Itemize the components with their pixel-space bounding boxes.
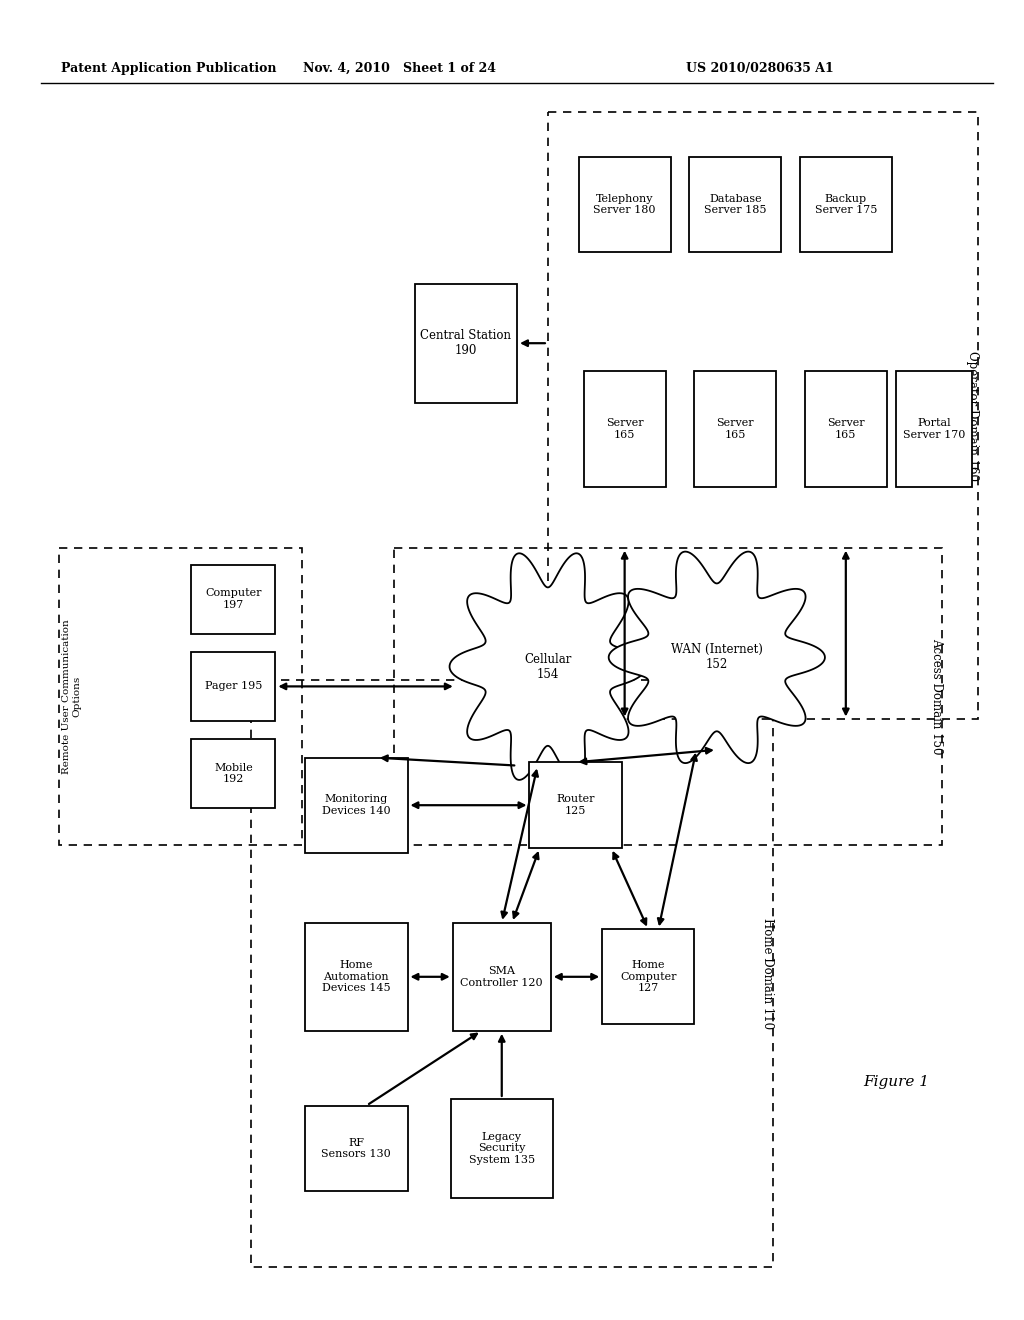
Text: Pager 195: Pager 195 [205, 681, 262, 692]
Bar [451, 1098, 553, 1199]
Text: Router
125: Router 125 [556, 795, 595, 816]
Bar [191, 565, 275, 634]
Text: Telephony
Server 180: Telephony Server 180 [593, 194, 656, 215]
Bar [602, 929, 694, 1024]
Text: Nov. 4, 2010   Sheet 1 of 24: Nov. 4, 2010 Sheet 1 of 24 [303, 62, 496, 75]
Text: SMA
Controller 120: SMA Controller 120 [461, 966, 543, 987]
Text: Legacy
Security
System 135: Legacy Security System 135 [469, 1131, 535, 1166]
Text: Backup
Server 175: Backup Server 175 [815, 194, 877, 215]
Text: Central Station
190: Central Station 190 [421, 329, 511, 358]
Bar [305, 758, 408, 853]
Bar [800, 157, 892, 252]
Text: Remote User Communication
Options: Remote User Communication Options [62, 619, 81, 774]
Bar [694, 371, 776, 487]
Bar [305, 1106, 408, 1192]
Bar [579, 157, 671, 252]
Bar [548, 112, 978, 719]
Text: Database
Server 185: Database Server 185 [703, 194, 767, 215]
Text: WAN (Internet)
152: WAN (Internet) 152 [671, 643, 763, 672]
Bar [689, 157, 781, 252]
Text: Server
165: Server 165 [606, 418, 643, 440]
Bar [584, 371, 666, 487]
Bar [191, 739, 275, 808]
Text: Monitoring
Devices 140: Monitoring Devices 140 [322, 795, 391, 816]
Polygon shape [450, 553, 646, 780]
Text: Server
165: Server 165 [717, 418, 754, 440]
Text: Figure 1: Figure 1 [863, 1076, 929, 1089]
Text: Portal
Server 170: Portal Server 170 [903, 418, 965, 440]
Text: Operator Domain 160: Operator Domain 160 [967, 351, 979, 480]
Text: Patent Application Publication: Patent Application Publication [61, 62, 276, 75]
Text: US 2010/0280635 A1: US 2010/0280635 A1 [686, 62, 834, 75]
Text: Mobile
192: Mobile 192 [214, 763, 253, 784]
Bar [415, 284, 517, 403]
Text: Server
165: Server 165 [827, 418, 864, 440]
Polygon shape [608, 552, 825, 763]
Bar [191, 652, 275, 721]
Text: Access Domain 150: Access Domain 150 [931, 638, 943, 755]
Bar [453, 923, 551, 1031]
Bar [805, 371, 887, 487]
Bar [394, 548, 942, 845]
Text: Home
Automation
Devices 145: Home Automation Devices 145 [322, 960, 391, 994]
Bar [251, 680, 773, 1267]
Text: Cellular
154: Cellular 154 [524, 652, 571, 681]
Bar [59, 548, 302, 845]
Text: RF
Sensors 130: RF Sensors 130 [322, 1138, 391, 1159]
Text: Home
Computer
127: Home Computer 127 [620, 960, 677, 994]
Bar [305, 923, 408, 1031]
Bar [896, 371, 972, 487]
Text: Computer
197: Computer 197 [205, 589, 262, 610]
Bar [529, 763, 622, 849]
Text: Home Domain 110: Home Domain 110 [762, 917, 774, 1030]
